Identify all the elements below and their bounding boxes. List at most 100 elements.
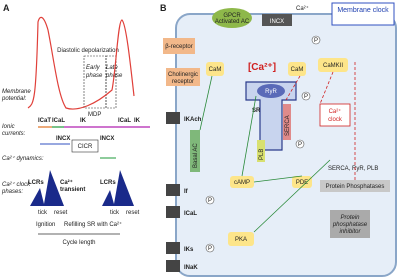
basal-ac (190, 130, 200, 172)
phospho-markers: P P P P P (205, 35, 321, 253)
iks: IKs (184, 247, 194, 253)
current: IK (134, 118, 141, 124)
beta-receptor: β-receptor (165, 44, 192, 50)
sr (245, 81, 297, 151)
cam (206, 62, 224, 76)
plb (257, 140, 265, 162)
p-marker (301, 91, 311, 101)
ryr: RyR (265, 89, 277, 95)
p-marker (205, 243, 215, 253)
cholinergic: Cholinergic (168, 72, 198, 78)
reset: reset (126, 210, 140, 216)
p-label: P (208, 246, 212, 252)
phosphatases (320, 180, 390, 192)
p-label: P (304, 94, 308, 100)
targets: SERCA, RyR, PLB (328, 166, 378, 172)
ca-transient (30, 170, 64, 206)
late-box (105, 55, 117, 109)
channel (166, 184, 180, 196)
pka (228, 232, 254, 246)
header: Diastolic depolarization (57, 48, 119, 54)
late: Late (106, 65, 118, 71)
p-marker (295, 139, 305, 149)
camp: cAMP (234, 180, 250, 186)
incx: INCX (270, 19, 284, 25)
ignition: Ignition (36, 222, 55, 228)
row-label: potential: (1, 96, 27, 102)
sr: SR (252, 108, 261, 114)
refilling: Refilling SR with Ca²⁺ (64, 221, 122, 228)
membrane-clock-box (331, 2, 395, 26)
gpcr: GPCR (223, 13, 241, 19)
pka: PKA (235, 237, 247, 243)
current: ICaL (118, 118, 131, 124)
basal-ac: Basal AC (193, 143, 199, 168)
inhibitor: inhibitor (339, 229, 361, 235)
plb: PLB (259, 149, 265, 160)
early: Early (86, 65, 101, 71)
camkii (318, 58, 348, 72)
row-label: Ionic (2, 124, 15, 130)
calcium: [Ca²⁺] (248, 62, 276, 73)
row-label: Membrane (2, 89, 31, 95)
membrane-clock: Membrane clock (337, 7, 389, 14)
channel (166, 112, 180, 124)
ca-ion: Ca²⁺ (296, 5, 309, 12)
mdp-box (83, 55, 107, 109)
cycle-length: Cycle length (62, 240, 95, 246)
ryr (257, 84, 285, 98)
pde (292, 176, 312, 188)
cam (288, 62, 306, 76)
p-label: P (208, 198, 212, 204)
phase: phase (85, 73, 103, 79)
row-label: phases: (1, 189, 23, 195)
current: IK (80, 118, 87, 124)
tick: tick (110, 210, 120, 216)
ca-clock: Ca²⁺ (329, 108, 342, 115)
current: ICaL (52, 118, 65, 124)
lcrs: LCRs (28, 180, 44, 186)
inak: INaK (184, 265, 198, 271)
transient: Ca²⁺ (60, 179, 73, 186)
p-label: P (298, 142, 302, 148)
transient: transient (60, 187, 85, 193)
panel-a: A Diastolic depolarization Early phase L… (1, 3, 150, 246)
ca-clock-box (319, 103, 351, 127)
inhibitor: Protein (340, 215, 360, 221)
inhibitor (330, 210, 370, 238)
serca: SERCA (285, 115, 291, 136)
pde: PDE (296, 180, 308, 186)
panel-b: B Membrane clock GPCR Activated AC β-rec… (160, 2, 397, 277)
row-label: Ca²⁺ dynamics: (2, 155, 44, 162)
arrow (199, 75, 331, 233)
row-label: Ca²⁺ clock (2, 181, 31, 188)
tick: tick (38, 210, 48, 216)
ncx (262, 14, 292, 26)
panel-label: A (3, 3, 10, 13)
reset: reset (54, 210, 68, 216)
ikach: IKAch (184, 117, 202, 123)
p-marker (311, 35, 321, 45)
row-label: currents: (2, 131, 26, 137)
p-label: P (314, 38, 318, 44)
arrow (285, 60, 356, 180)
cam: CaM (291, 67, 304, 73)
camkii: CaMKII (323, 63, 343, 69)
gpcr: Activated AC (215, 19, 250, 25)
current: INCX (100, 136, 114, 142)
p-marker (205, 195, 215, 205)
inhibitor: phosphatase (332, 222, 368, 228)
current: ICaT (38, 118, 51, 124)
ca-clock: clock (328, 117, 343, 123)
beta-receptor (163, 38, 195, 54)
ical: ICaL (184, 211, 197, 217)
cicr: CICR (78, 144, 93, 150)
gpcr (212, 8, 252, 28)
current: INCX (56, 136, 70, 142)
cholinergic: receptor (172, 79, 194, 85)
serca (283, 104, 291, 140)
panel-label: B (160, 3, 167, 13)
channel (166, 206, 180, 218)
cam: CaM (209, 67, 222, 73)
